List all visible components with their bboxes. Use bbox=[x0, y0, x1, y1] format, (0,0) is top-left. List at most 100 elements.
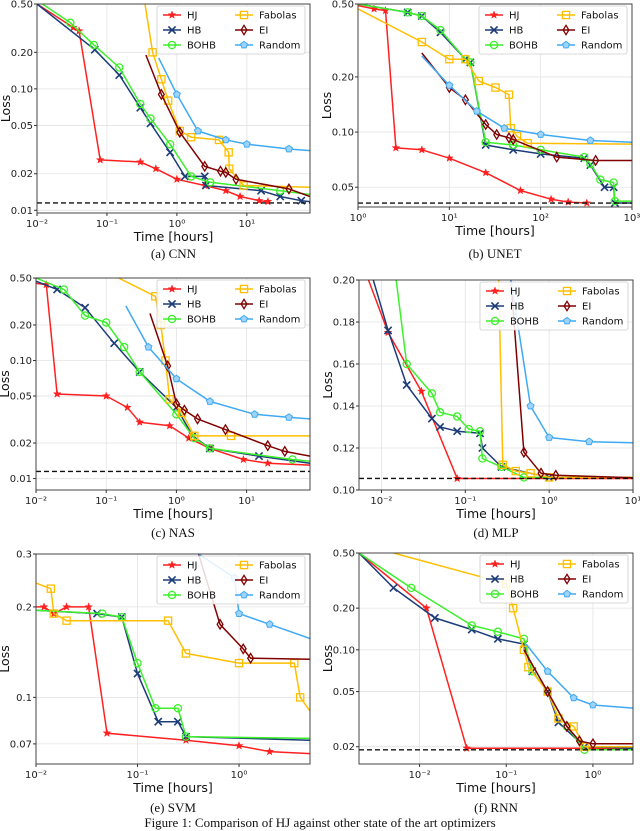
data-point-hj bbox=[84, 602, 94, 611]
subplot-caption: (d) MLP bbox=[473, 525, 518, 540]
subplot-caption: (a) CNN bbox=[151, 246, 197, 261]
y-tick-label: 0.05 bbox=[332, 183, 354, 194]
data-point-fabolas bbox=[163, 616, 173, 625]
legend-marker-hb bbox=[167, 25, 177, 35]
data-point-hj bbox=[546, 194, 556, 203]
legend-label: Fabolas bbox=[582, 560, 620, 571]
y-tick-label: 0.10 bbox=[10, 356, 32, 367]
data-point-hj bbox=[416, 386, 426, 396]
data-point-bohb bbox=[435, 408, 445, 417]
x-tick-label: 10⁻¹ bbox=[127, 770, 149, 781]
legend-marker-random bbox=[562, 40, 570, 49]
legend-marker-bohb bbox=[167, 40, 177, 50]
y-axis-label: Loss bbox=[320, 371, 335, 398]
data-point-hj bbox=[95, 155, 105, 164]
x-axis-label: Time [hours] bbox=[132, 780, 212, 795]
y-tick-label: 0.20 bbox=[11, 48, 33, 59]
data-point-bohb bbox=[133, 658, 142, 668]
y-axis-label: Loss bbox=[319, 92, 334, 119]
legend-marker-bohb bbox=[490, 589, 500, 599]
legend-marker-random bbox=[563, 316, 571, 325]
legend-box bbox=[156, 555, 306, 605]
data-point-hj bbox=[165, 421, 175, 430]
legend-marker-hj bbox=[167, 560, 177, 569]
subplot-caption: (f) RNN bbox=[474, 800, 518, 815]
series-line-bohb bbox=[359, 553, 633, 751]
legend-label: HB bbox=[509, 26, 524, 37]
data-point-ei bbox=[222, 166, 230, 179]
y-tick-label: 0.10 bbox=[333, 645, 355, 656]
data-point-bohb bbox=[467, 621, 477, 630]
series-line-random bbox=[525, 643, 633, 709]
data-point-hb bbox=[154, 717, 163, 726]
data-point-fabolas bbox=[234, 658, 244, 668]
data-point-hb bbox=[254, 451, 264, 461]
x-tick-label: 10⁰ bbox=[541, 496, 558, 507]
data-point-ei bbox=[193, 413, 202, 425]
data-point-bohb bbox=[136, 99, 145, 109]
data-point-ei bbox=[589, 737, 597, 750]
data-point-fabolas bbox=[49, 609, 59, 618]
data-point-hj bbox=[254, 195, 264, 205]
data-point-fabolas bbox=[417, 37, 427, 47]
data-point-random bbox=[205, 397, 214, 405]
data-point-ei bbox=[221, 423, 230, 436]
axes-frame bbox=[35, 553, 311, 765]
data-point-fabolas bbox=[148, 48, 157, 57]
data-point-hj bbox=[221, 185, 231, 195]
data-point-bohb bbox=[181, 732, 191, 741]
legend-label: Fabolas bbox=[581, 11, 619, 22]
x-tick-label: 10⁻¹ bbox=[95, 496, 117, 507]
x-tick-label: 10¹ bbox=[441, 213, 458, 224]
data-point-ei bbox=[543, 685, 552, 698]
data-point-hj bbox=[172, 174, 182, 184]
data-point-hb bbox=[180, 172, 190, 181]
data-point-bohb bbox=[402, 359, 411, 369]
data-point-hb bbox=[435, 422, 445, 432]
series-line-random bbox=[158, 57, 310, 152]
legend-marker-ei bbox=[240, 298, 248, 310]
x-tick-label: 10⁰ bbox=[231, 770, 248, 781]
legend-marker-fabolas bbox=[561, 10, 571, 20]
series-line-fabolas bbox=[497, 280, 633, 479]
axes-frame bbox=[358, 552, 634, 765]
data-point-hb bbox=[165, 148, 175, 157]
x-tick-label: 10⁻² bbox=[409, 770, 431, 781]
legend-label: Random bbox=[582, 317, 623, 328]
data-point-hj bbox=[417, 145, 427, 154]
data-point-fabolas bbox=[526, 468, 535, 478]
y-axis-label: Loss bbox=[0, 645, 12, 672]
x-tick-label: 10¹ bbox=[625, 496, 640, 507]
axes-frame bbox=[35, 277, 311, 491]
y-axis-label: Loss bbox=[0, 370, 12, 397]
data-point-bohb bbox=[436, 25, 445, 35]
series-line-bohb bbox=[36, 278, 310, 463]
legend: HJ HB BOHB Fabolas EI Random bbox=[156, 5, 306, 55]
y-tick-label: 0.10 bbox=[333, 486, 355, 497]
data-point-hb bbox=[80, 303, 90, 312]
data-point-random bbox=[265, 620, 274, 628]
data-point-random bbox=[588, 700, 597, 709]
x-tick-label: 10¹ bbox=[238, 219, 255, 230]
y-tick-label: 0.50 bbox=[332, 0, 354, 11]
data-point-ei bbox=[482, 118, 490, 131]
series-group bbox=[358, 4, 632, 207]
legend-label: Fabolas bbox=[259, 285, 297, 296]
data-point-bohb bbox=[427, 389, 437, 398]
legend: HJ HB BOHB Fabolas EI Random bbox=[156, 279, 306, 329]
subplot-caption: (e) SVM bbox=[150, 800, 196, 815]
data-point-random bbox=[569, 693, 578, 702]
data-point-random bbox=[284, 413, 293, 421]
data-point-hb bbox=[427, 414, 437, 423]
legend-marker-ei bbox=[240, 574, 248, 586]
data-point-hj bbox=[238, 454, 248, 464]
data-point-fabolas bbox=[504, 90, 514, 99]
legend-marker-hj bbox=[167, 10, 177, 19]
data-point-bohb bbox=[452, 412, 462, 421]
data-point-hj bbox=[101, 391, 111, 400]
x-tick-label: 10⁰ bbox=[168, 496, 185, 507]
y-tick-label: 0.01 bbox=[10, 474, 32, 485]
legend: HJ HB BOHB Fabolas EI Random bbox=[478, 5, 628, 55]
data-point-hb bbox=[453, 427, 462, 436]
data-point-bohb bbox=[205, 444, 215, 453]
